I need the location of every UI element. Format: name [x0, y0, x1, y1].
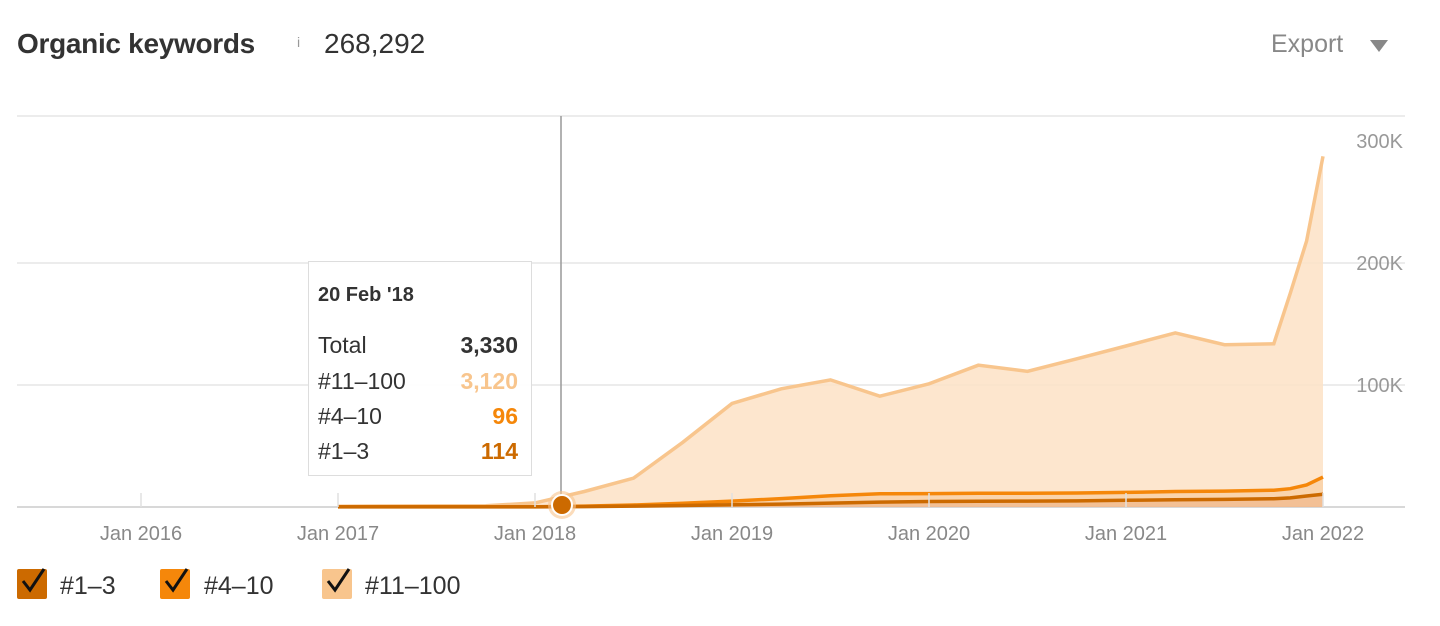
x-tick-label: Jan 2021 [1085, 523, 1167, 545]
hover-point-core [551, 494, 573, 516]
legend-label-11-100[interactable]: #11–100 [365, 572, 461, 600]
info-icon[interactable]: i [297, 34, 301, 50]
legend-checkbox-11-100[interactable] [322, 568, 352, 599]
y-tick-label: 100K [1356, 375, 1403, 397]
page-title: Organic keywords [17, 28, 255, 59]
x-tick-label: Jan 2022 [1282, 523, 1364, 545]
x-tick-label: Jan 2017 [297, 523, 379, 545]
tooltip-label: #1–3 [318, 438, 370, 464]
x-tick-label: Jan 2019 [691, 523, 773, 545]
x-tick-label: Jan 2016 [100, 523, 182, 545]
y-tick-label: 200K [1356, 253, 1403, 275]
series-line-11-100 [337, 155, 1325, 508]
tooltip-label: #11–100 [318, 368, 406, 394]
legend-label-1-3[interactable]: #1–3 [60, 572, 116, 600]
y-tick-label: 300K [1356, 131, 1403, 153]
tooltip-value: 3,120 [460, 368, 518, 394]
tooltip-value: 114 [480, 438, 518, 464]
checkmark-icon [21, 568, 46, 593]
checkmark-icon [326, 568, 351, 593]
area-1-3 [338, 494, 1323, 507]
legend-checkbox-1-3[interactable] [17, 568, 47, 599]
tooltip-label: #4–10 [318, 403, 382, 429]
export-button[interactable]: Export [1271, 30, 1344, 58]
series-line-1-3 [338, 492, 1324, 509]
area-11-100 [338, 156, 1323, 507]
legend-checkbox-4-10[interactable] [160, 568, 190, 599]
checkmark-icon [164, 568, 189, 593]
keywords-chart[interactable]: Jan 2016 Jan 2017 Jan 2018 Jan 2019 Jan 2020… [0, 0, 1440, 560]
tooltip-label: Total [318, 332, 367, 358]
chevron-down-icon[interactable] [1370, 40, 1388, 52]
x-tick-label: Jan 2018 [494, 523, 576, 545]
hover-tooltip: 20 Feb '18 Total 3,330 #11–100 3,120 #4–… [308, 261, 532, 476]
total-keywords-value: 268,292 [324, 28, 426, 59]
tooltip-value: 96 [492, 403, 518, 429]
tooltip-value: 3,330 [460, 332, 518, 358]
tooltip-date: 20 Feb '18 [318, 284, 414, 306]
x-tick-label: Jan 2020 [888, 523, 970, 545]
legend-label-4-10[interactable]: #4–10 [204, 572, 274, 600]
